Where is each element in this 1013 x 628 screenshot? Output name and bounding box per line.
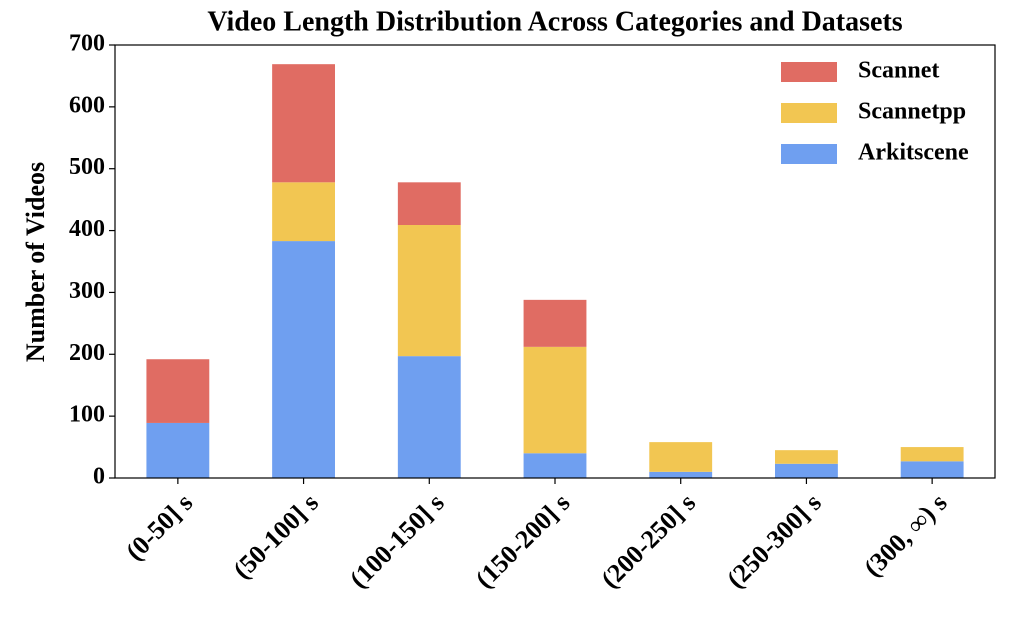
x-tick-label: (50-100] s	[227, 488, 324, 585]
y-tick-label: 700	[69, 31, 105, 57]
legend-swatch	[781, 103, 837, 123]
x-tick-label: (250-300] s	[721, 488, 827, 594]
bar-segment	[775, 463, 838, 478]
y-tick-label: 400	[69, 216, 105, 242]
y-tick-label: 0	[93, 464, 105, 490]
bar-segment	[900, 447, 964, 462]
y-tick-label: 500	[69, 154, 105, 180]
legend-label: Scannet	[858, 58, 939, 84]
bar-segment	[146, 359, 210, 423]
bar-segment	[523, 299, 587, 347]
chart-title: Video Length Distribution Across Categor…	[207, 6, 902, 37]
bar-segment	[523, 453, 587, 478]
x-tick-label: (200-250] s	[595, 488, 701, 594]
x-tick-label: (0-50] s	[120, 488, 198, 566]
plot-frame	[114, 44, 996, 479]
bar-segment	[523, 346, 587, 454]
bar-segment	[397, 182, 461, 226]
y-tick-label: 300	[69, 278, 105, 304]
bar-segment	[397, 225, 461, 357]
y-axis-label: Number of Videos	[21, 162, 50, 362]
bar-segment	[272, 241, 335, 478]
legend-swatch	[781, 62, 837, 82]
bar-segment	[649, 471, 713, 478]
bar-segment	[272, 64, 335, 183]
x-tick-label: (150-200] s	[470, 488, 576, 594]
y-tick-label: 200	[69, 340, 105, 366]
legend-label: Arkitscene	[858, 140, 969, 166]
x-tick-label: (300, ∞) s	[858, 488, 952, 582]
bar-segment	[649, 442, 713, 472]
bar-segment	[775, 450, 838, 464]
legend-swatch	[781, 144, 837, 164]
bar-segment	[146, 422, 210, 478]
x-tick-label: (100-150] s	[344, 488, 450, 594]
bar-segment	[900, 461, 964, 478]
y-tick-label: 100	[69, 402, 105, 428]
bar-segment	[397, 356, 461, 478]
bar-segment	[272, 182, 335, 242]
y-tick-label: 600	[69, 92, 105, 118]
legend-label: Scannetpp	[858, 99, 966, 125]
